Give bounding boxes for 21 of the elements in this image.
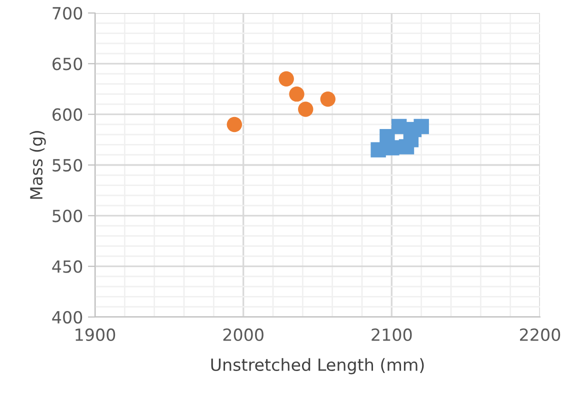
y-tick-label: 450	[52, 260, 82, 273]
point	[414, 118, 429, 134]
point	[391, 118, 407, 134]
y-tick-label: 400	[52, 310, 82, 324]
y-tick-label: 600	[52, 108, 82, 121]
point	[384, 140, 400, 156]
point	[298, 102, 314, 117]
y-tick-label: 650	[52, 58, 82, 70]
y-axis-title: Mass (g)	[30, 131, 46, 199]
x-tick-label: 2100	[372, 328, 412, 342]
point	[320, 92, 336, 107]
point	[289, 86, 304, 102]
y-tick-label: 500	[52, 210, 82, 222]
point	[278, 71, 294, 86]
x-tick-label: 2000	[223, 328, 264, 342]
x-tick-label: 2200	[520, 328, 560, 342]
y-tick-label: 700	[52, 6, 82, 20]
x-axis-title: Unstretched Length (mm)	[211, 358, 424, 374]
y-tick-label: 550	[52, 158, 82, 172]
x-tick-label: 1900	[76, 328, 116, 342]
point	[226, 116, 242, 132]
